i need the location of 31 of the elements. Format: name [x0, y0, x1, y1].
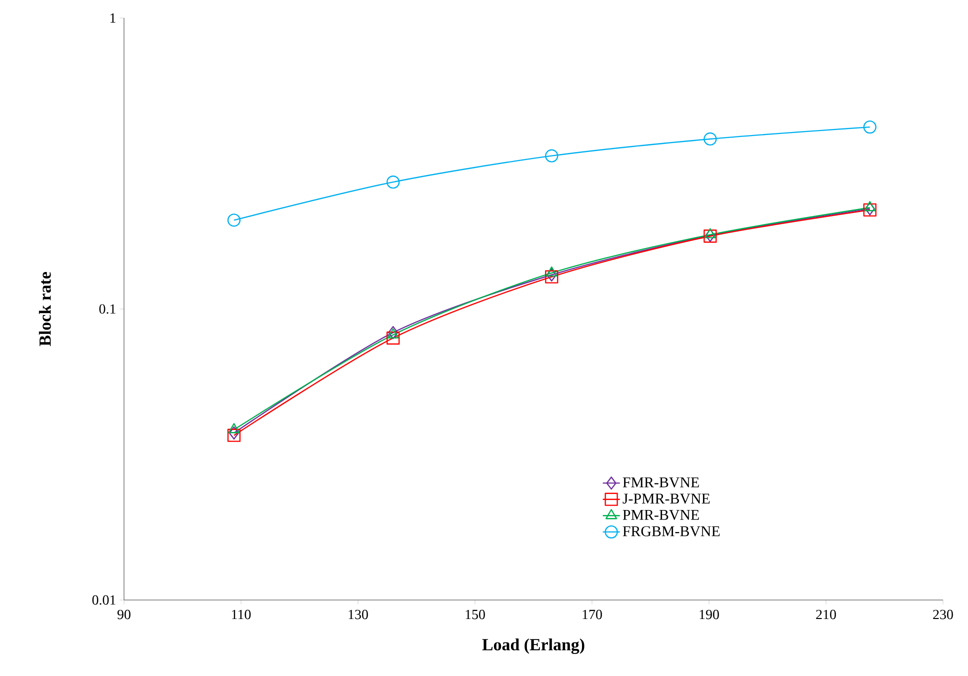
y-tick-label: 0.01 [92, 595, 116, 605]
point [386, 331, 400, 345]
x-tick-label: 110 [232, 610, 251, 620]
point [228, 426, 240, 440]
x-tick-label: 150 [466, 610, 485, 620]
legend-label: FRGBM-BVNE [622, 526, 720, 536]
point [704, 132, 717, 146]
x-tick-label: 190 [700, 610, 719, 620]
point [228, 423, 240, 434]
point [227, 214, 241, 227]
y-tick-label: 1 [110, 13, 116, 23]
point [704, 228, 716, 238]
point [546, 266, 558, 277]
legend-label: FMR-BVNE [622, 477, 699, 488]
point [388, 326, 398, 340]
x-tick-label: 230 [933, 610, 953, 620]
x-tick-label: 130 [348, 610, 368, 620]
legend-label: PMR-BVNE [622, 510, 699, 520]
x-tick-label: 170 [582, 610, 602, 620]
point [387, 328, 399, 338]
point [863, 120, 876, 134]
x-tick-label: 90 [117, 610, 130, 620]
y-tick-label: 0.1 [99, 304, 116, 314]
point [864, 201, 876, 212]
point [545, 149, 558, 162]
point [227, 428, 241, 442]
x-tick-label: 210 [816, 610, 836, 620]
point [386, 176, 400, 189]
legend-label: J-PMR-BVNE [622, 494, 710, 504]
x-axis-title: Load (Erlang) [482, 638, 584, 654]
y-axis-title: Block rate [38, 272, 51, 346]
